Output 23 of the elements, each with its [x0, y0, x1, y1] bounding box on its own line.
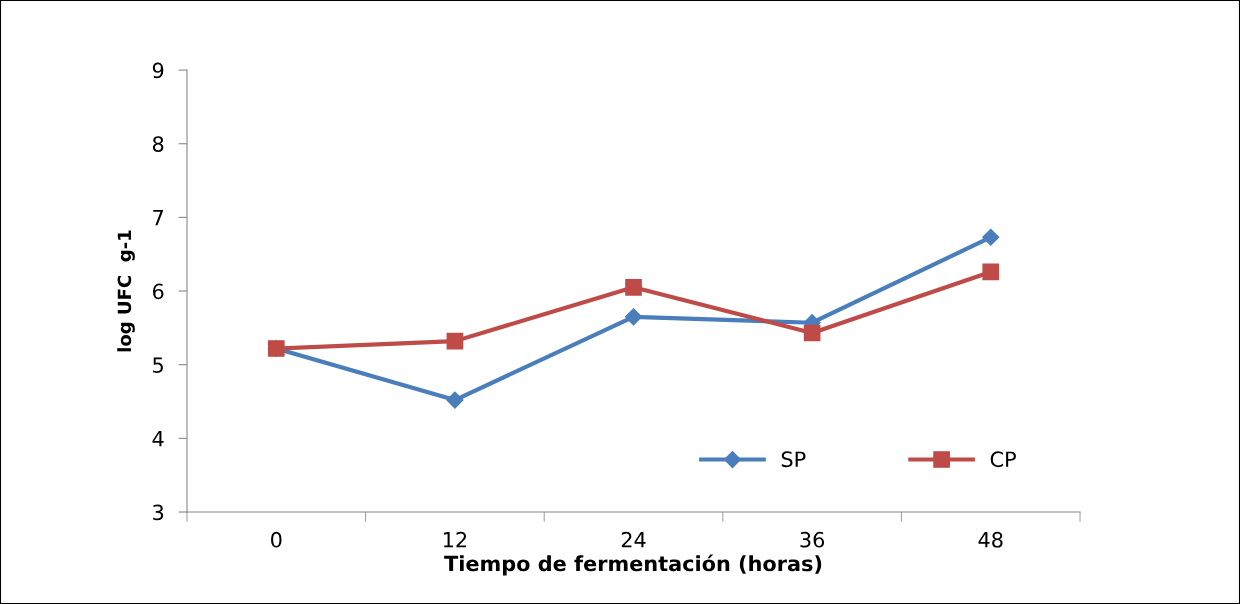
y-tick-label: 5 — [153, 357, 163, 373]
point — [446, 391, 464, 409]
x-tick-label: 48 — [978, 531, 1003, 548]
point — [625, 279, 642, 296]
x-axis-title: Tiempo de fermentación (horas) — [444, 554, 822, 576]
point — [624, 308, 643, 326]
x-tick-label: 12 — [443, 531, 467, 548]
x-tick-label: 36 — [800, 531, 825, 548]
x-tick-label: 0 — [271, 531, 282, 548]
y-tick-label: 4 — [152, 431, 164, 447]
point — [446, 332, 464, 350]
point — [803, 324, 821, 342]
y-tick-label: 9 — [152, 62, 164, 79]
y-axis-title: log UFC g-1 — [117, 230, 135, 352]
y-tick-label: 8 — [152, 136, 164, 152]
y-tick-label: 3 — [153, 504, 164, 521]
point — [982, 263, 1000, 281]
legend-label: CP — [990, 451, 1016, 468]
y-tick-label: 7 — [153, 210, 163, 226]
x-tick-label: 24 — [621, 531, 646, 548]
point — [982, 228, 1000, 246]
y-tick-label: 6 — [152, 283, 164, 300]
legend-label: SP — [781, 451, 806, 468]
